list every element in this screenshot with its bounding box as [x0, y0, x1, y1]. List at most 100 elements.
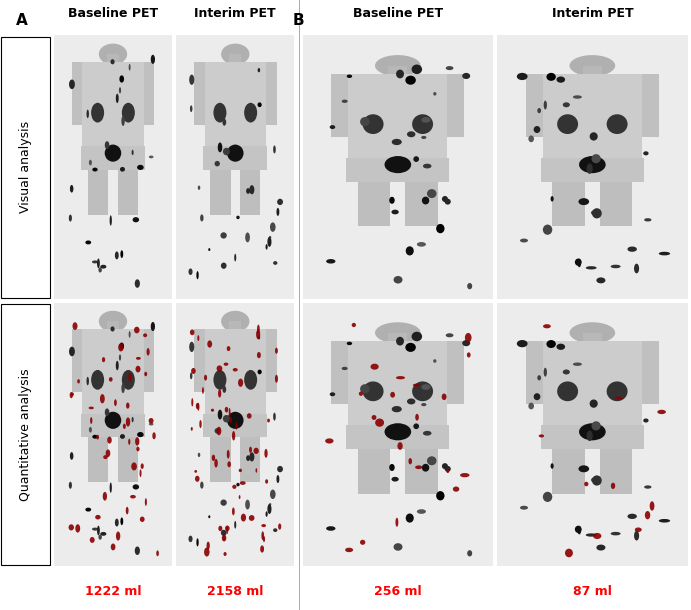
Ellipse shape	[92, 260, 98, 264]
Ellipse shape	[384, 156, 411, 173]
Ellipse shape	[423, 431, 431, 436]
Ellipse shape	[607, 114, 627, 134]
Ellipse shape	[151, 322, 155, 331]
Ellipse shape	[103, 492, 107, 501]
Ellipse shape	[128, 439, 131, 445]
Ellipse shape	[249, 515, 254, 521]
Ellipse shape	[273, 528, 277, 532]
Ellipse shape	[223, 386, 226, 393]
Ellipse shape	[218, 389, 221, 398]
Ellipse shape	[326, 259, 335, 264]
Ellipse shape	[120, 343, 124, 350]
Ellipse shape	[73, 322, 77, 330]
Ellipse shape	[204, 548, 209, 556]
Ellipse shape	[586, 266, 596, 270]
Ellipse shape	[575, 259, 582, 266]
Ellipse shape	[105, 412, 121, 429]
Ellipse shape	[579, 156, 606, 173]
Bar	[358, 182, 390, 226]
Ellipse shape	[156, 550, 159, 556]
Ellipse shape	[467, 550, 472, 556]
Ellipse shape	[144, 371, 147, 376]
Bar	[72, 329, 82, 392]
Ellipse shape	[593, 533, 601, 539]
Ellipse shape	[412, 65, 422, 74]
Ellipse shape	[392, 406, 401, 412]
Ellipse shape	[194, 470, 197, 473]
Ellipse shape	[529, 403, 534, 409]
Text: Baseline PET: Baseline PET	[353, 7, 443, 20]
Ellipse shape	[269, 236, 272, 239]
Bar	[176, 35, 294, 299]
Ellipse shape	[275, 375, 278, 383]
Ellipse shape	[105, 141, 109, 149]
Ellipse shape	[269, 503, 272, 506]
Ellipse shape	[110, 483, 112, 493]
Ellipse shape	[446, 468, 449, 473]
Bar	[266, 329, 276, 392]
Bar	[176, 303, 294, 566]
Ellipse shape	[589, 400, 598, 407]
Ellipse shape	[223, 552, 227, 556]
Ellipse shape	[200, 481, 204, 489]
Ellipse shape	[467, 283, 472, 289]
Ellipse shape	[270, 223, 276, 232]
Ellipse shape	[225, 407, 228, 412]
Ellipse shape	[120, 250, 123, 258]
Ellipse shape	[421, 136, 426, 139]
Bar	[81, 414, 145, 437]
Ellipse shape	[615, 396, 623, 400]
Ellipse shape	[106, 450, 111, 457]
Ellipse shape	[140, 517, 144, 522]
Ellipse shape	[123, 423, 126, 429]
Bar	[543, 341, 642, 425]
Ellipse shape	[233, 368, 238, 371]
Ellipse shape	[245, 232, 250, 242]
Ellipse shape	[202, 387, 204, 394]
Ellipse shape	[591, 477, 600, 483]
Ellipse shape	[234, 521, 236, 529]
Ellipse shape	[442, 196, 448, 202]
Ellipse shape	[195, 476, 200, 482]
Ellipse shape	[222, 535, 227, 542]
Ellipse shape	[360, 117, 370, 126]
Ellipse shape	[249, 447, 252, 453]
Ellipse shape	[190, 329, 194, 336]
Ellipse shape	[267, 504, 272, 514]
Ellipse shape	[238, 495, 240, 499]
Ellipse shape	[70, 392, 73, 398]
Bar	[348, 74, 447, 158]
Ellipse shape	[91, 102, 104, 123]
Ellipse shape	[129, 64, 131, 71]
Ellipse shape	[88, 407, 94, 409]
Ellipse shape	[70, 452, 73, 460]
Ellipse shape	[392, 139, 401, 145]
Ellipse shape	[433, 92, 437, 96]
Ellipse shape	[244, 370, 257, 390]
Ellipse shape	[265, 244, 267, 249]
Ellipse shape	[341, 367, 348, 370]
Ellipse shape	[345, 548, 353, 552]
Ellipse shape	[143, 333, 147, 337]
Ellipse shape	[370, 364, 379, 370]
Ellipse shape	[462, 340, 470, 346]
Ellipse shape	[93, 168, 97, 171]
Ellipse shape	[363, 114, 384, 134]
Ellipse shape	[86, 240, 91, 245]
Ellipse shape	[538, 375, 541, 381]
Bar	[240, 437, 260, 482]
Ellipse shape	[111, 59, 115, 64]
Ellipse shape	[107, 437, 112, 443]
Ellipse shape	[131, 417, 133, 422]
Ellipse shape	[215, 161, 220, 167]
Ellipse shape	[360, 540, 366, 545]
Bar	[82, 62, 144, 146]
Bar	[205, 62, 266, 146]
Ellipse shape	[263, 536, 265, 542]
Ellipse shape	[135, 366, 140, 373]
Ellipse shape	[587, 163, 593, 174]
Ellipse shape	[247, 413, 252, 418]
Ellipse shape	[591, 154, 600, 163]
Ellipse shape	[236, 483, 240, 486]
Ellipse shape	[444, 466, 451, 472]
